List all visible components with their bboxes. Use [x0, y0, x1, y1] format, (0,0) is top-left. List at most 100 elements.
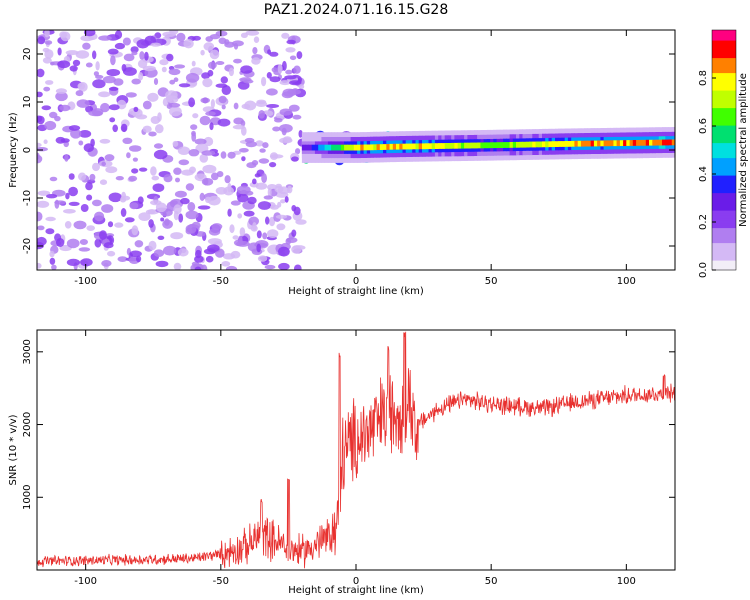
- noise-blob: [43, 86, 51, 92]
- signal-cell: [454, 142, 459, 149]
- chart-title: PAZ1.2024.071.16.15.G28: [263, 2, 449, 18]
- y-tick-label: 10: [22, 96, 33, 109]
- signal-cell: [516, 141, 520, 148]
- noise-blob: [227, 182, 232, 193]
- signal-cell: [619, 140, 624, 146]
- snr-axes: -100 -50 0 50 100 1000 2000 3000: [22, 330, 675, 587]
- noise-blob: [169, 106, 182, 117]
- noise-blob: [170, 232, 184, 240]
- noise-blob: [188, 97, 196, 108]
- colorbar-tick-label: 0.6: [698, 118, 709, 134]
- noise-blob: [93, 71, 99, 77]
- noise-blob: [76, 99, 90, 108]
- colorbar-step: [712, 125, 736, 129]
- signal-cell: [470, 142, 475, 149]
- noise-blob: [285, 69, 293, 75]
- noise-blob: [45, 80, 54, 85]
- noise-blob: [177, 248, 189, 257]
- noise-blob: [43, 139, 48, 144]
- noise-blob: [72, 59, 81, 67]
- noise-blob: [262, 142, 269, 149]
- noise-blob: [215, 187, 228, 195]
- noise-blob: [135, 114, 148, 120]
- noise-blob: [218, 95, 227, 104]
- signal-cell: [353, 144, 358, 151]
- snr-series: [37, 331, 675, 569]
- noise-blob: [153, 249, 165, 257]
- colorbar-step: [712, 137, 736, 141]
- colorbar-step: [712, 205, 736, 209]
- colorbar-step: [712, 130, 736, 134]
- noise-blob: [54, 200, 66, 205]
- noise-blob: [169, 79, 176, 85]
- signal-cell: [480, 142, 485, 149]
- signal-cell: [412, 143, 416, 150]
- noise-blob: [175, 177, 180, 183]
- signal-cell: [555, 141, 559, 147]
- signal-cell: [593, 140, 598, 147]
- noise-blob: [104, 154, 115, 162]
- noise-blob: [240, 65, 253, 74]
- colorbar-step: [712, 57, 736, 61]
- noise-blob: [80, 35, 94, 42]
- noise-blob: [291, 245, 302, 254]
- signal-cell: [350, 144, 355, 151]
- noise-blob: [274, 185, 284, 193]
- colorbar-step: [712, 147, 736, 151]
- noise-blob: [83, 30, 96, 37]
- noise-blob: [80, 258, 93, 267]
- noise-blob: [187, 223, 197, 234]
- noise-blob: [258, 158, 270, 164]
- signal-cell: [425, 143, 429, 150]
- colorbar-step: [712, 177, 736, 181]
- noise-blob: [233, 102, 239, 110]
- noise-blob: [174, 190, 187, 198]
- colorbar-step: [712, 175, 736, 179]
- y-tick-label: 0: [22, 147, 33, 153]
- noise-blob: [199, 153, 209, 163]
- signal-cell: [460, 142, 465, 149]
- signal-cell: [535, 141, 540, 148]
- noise-blob: [132, 157, 138, 162]
- noise-blob: [49, 257, 56, 265]
- colorbar-step: [712, 227, 736, 231]
- signal-cell: [392, 143, 397, 150]
- noise-blob: [287, 185, 293, 194]
- signal-cell: [422, 143, 426, 150]
- signal-cell: [415, 143, 420, 150]
- noise-blob: [75, 90, 84, 97]
- noise-blob: [232, 124, 245, 130]
- colorbar-step: [712, 250, 736, 254]
- noise-blob: [269, 51, 279, 57]
- noise-blob: [94, 211, 105, 222]
- noise-blob: [136, 39, 150, 49]
- noise-blob: [117, 256, 128, 262]
- noise-blob: [142, 65, 156, 72]
- noise-blob: [66, 238, 80, 249]
- noise-blob: [37, 142, 42, 148]
- colorbar-step: [712, 52, 736, 56]
- signal-cell: [623, 140, 627, 146]
- signal-cell: [409, 143, 413, 150]
- noise-blob: [189, 166, 196, 174]
- noise-blob: [289, 80, 302, 86]
- noise-blob: [107, 221, 114, 228]
- signal-cell: [564, 141, 569, 147]
- noise-blob: [253, 36, 260, 43]
- noise-blob: [50, 61, 55, 66]
- noise-blob: [42, 47, 50, 53]
- noise-blob: [68, 186, 78, 197]
- colorbar-label: Normalized spectral amplitude: [738, 73, 749, 227]
- noise-blob: [252, 222, 257, 231]
- colorbar-step: [712, 220, 736, 224]
- noise-blob: [173, 167, 182, 175]
- x-tick-label: -100: [74, 576, 97, 587]
- noise-blob: [288, 104, 300, 112]
- signal-cell: [441, 143, 446, 149]
- noise-blob: [203, 42, 215, 51]
- noise-blob: [160, 217, 165, 222]
- colorbar-step: [712, 225, 736, 229]
- signal-cell: [347, 144, 351, 151]
- colorbar-step: [712, 170, 736, 174]
- colorbar-step: [712, 172, 736, 176]
